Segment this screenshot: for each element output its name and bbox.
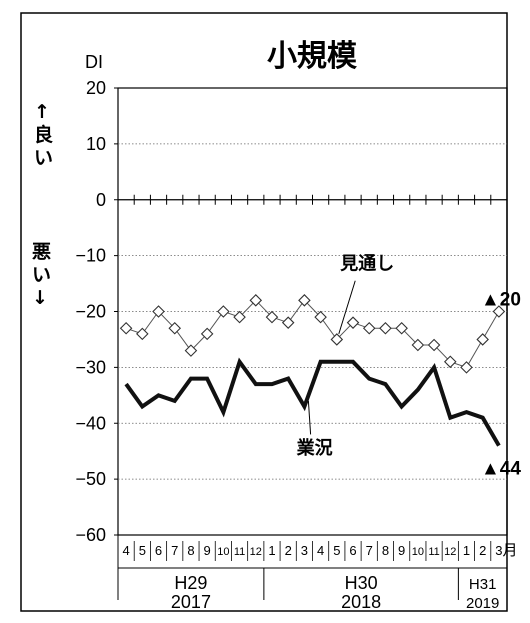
x-month-label: 9 bbox=[204, 543, 211, 558]
zero-axis-ticks bbox=[117, 194, 508, 205]
x-month-label: 7 bbox=[171, 543, 178, 558]
y-axis-title: DI bbox=[85, 52, 103, 72]
x-year-era-label: H31 bbox=[469, 576, 497, 593]
data-point-mitoshi bbox=[168, 321, 182, 335]
y-tick-label: −10 bbox=[75, 246, 106, 266]
y-tick-label: −40 bbox=[75, 413, 106, 433]
series-label-gyokyo: 業況 bbox=[296, 437, 333, 459]
x-month-label: 10 bbox=[217, 546, 229, 558]
series-line-mitoshi bbox=[125, 299, 500, 369]
x-month-label: 1 bbox=[268, 543, 275, 558]
data-point-mitoshi bbox=[281, 316, 295, 329]
y-tick-label: −30 bbox=[75, 357, 106, 377]
data-point-mitoshi bbox=[427, 338, 441, 352]
data-point-mitoshi bbox=[443, 355, 457, 369]
y-tick-label: −50 bbox=[75, 469, 106, 489]
data-point-mitoshi bbox=[460, 361, 473, 374]
x-month-label: 11 bbox=[234, 546, 245, 558]
plot-area bbox=[117, 87, 508, 536]
data-point-mitoshi bbox=[492, 305, 506, 318]
leader-line-gyokyo bbox=[307, 400, 312, 435]
data-point-mitoshi bbox=[265, 310, 279, 324]
x-month-label: 12 bbox=[444, 546, 456, 558]
y-tick-label: 20 bbox=[86, 78, 106, 98]
x-axis: 4 5 6 7 8 9 10 11 12 1 2 3 4 5 6 7 8 9 10 11 12 1 2 3H292017H30… bbox=[117, 535, 508, 612]
x-month-label: 4 bbox=[122, 543, 129, 558]
chart-title: 小規模 bbox=[267, 39, 357, 74]
x-month-label: 5 bbox=[333, 543, 340, 558]
data-point-mitoshi bbox=[136, 327, 149, 341]
x-month-label: 4 bbox=[317, 543, 324, 558]
data-point-mitoshi bbox=[184, 344, 198, 357]
x-year-label: 2018 bbox=[341, 592, 381, 612]
data-point-mitoshi bbox=[233, 310, 246, 324]
x-year-label: 2019 bbox=[466, 595, 499, 612]
data-point-mitoshi bbox=[476, 333, 489, 346]
x-month-label: 2 bbox=[479, 543, 486, 558]
y-tick-label: 10 bbox=[86, 134, 106, 154]
y-tick-label: −20 bbox=[75, 302, 106, 322]
side-label-down: 悪い↓ bbox=[32, 241, 51, 309]
x-month-label: 8 bbox=[382, 543, 389, 558]
y-axis-ticks: 20 10 0 −10 −20 −30 −40 −50 −60 bbox=[75, 78, 118, 545]
data-point-mitoshi bbox=[298, 294, 311, 307]
x-month-label: 10 bbox=[412, 546, 424, 558]
x-unit-label: 月 bbox=[502, 541, 517, 559]
data-point-mitoshi bbox=[362, 321, 376, 335]
annotation-mitoshi-end: ▲20 bbox=[481, 290, 521, 311]
data-point-mitoshi bbox=[395, 321, 408, 335]
data-point-mitoshi bbox=[200, 327, 214, 341]
x-month-label: 8 bbox=[187, 543, 194, 558]
x-month-label: 3 bbox=[495, 543, 502, 558]
annotation-gyokyo-end: ▲44 bbox=[481, 459, 521, 480]
x-month-label: 6 bbox=[155, 543, 162, 558]
x-month-label: 1 bbox=[463, 543, 470, 558]
x-month-label: 2 bbox=[285, 543, 292, 558]
x-month-label: 7 bbox=[366, 543, 373, 558]
x-year-era-label: H29 bbox=[174, 573, 207, 593]
series-label-mitoshi: 見通し bbox=[339, 254, 394, 275]
data-point-mitoshi bbox=[330, 333, 344, 346]
data-point-mitoshi bbox=[314, 310, 327, 324]
data-point-mitoshi bbox=[346, 316, 360, 329]
grid-layer bbox=[118, 143, 507, 480]
x-month-label: 6 bbox=[349, 543, 356, 558]
x-month-label: 5 bbox=[139, 543, 146, 558]
y-tick-label: 0 bbox=[96, 190, 106, 210]
leader-line-mitoshi bbox=[338, 280, 356, 334]
data-point-mitoshi bbox=[217, 305, 230, 318]
x-year-era-label: H30 bbox=[345, 573, 378, 593]
series-line-gyokyo bbox=[124, 357, 501, 447]
data-point-mitoshi bbox=[379, 321, 392, 335]
y-tick-label: −60 bbox=[75, 525, 106, 545]
x-month-label: 12 bbox=[250, 546, 262, 558]
data-point-mitoshi bbox=[152, 305, 165, 318]
series-layer bbox=[119, 294, 506, 447]
x-month-label: 11 bbox=[428, 546, 439, 558]
x-year-label: 2017 bbox=[171, 592, 211, 612]
x-month-label: 3 bbox=[301, 543, 308, 558]
data-point-mitoshi bbox=[119, 321, 133, 335]
x-month-label: 9 bbox=[398, 543, 405, 558]
side-label-up: ↑良い bbox=[34, 101, 53, 169]
data-point-mitoshi bbox=[411, 338, 425, 352]
data-point-mitoshi bbox=[249, 294, 263, 307]
